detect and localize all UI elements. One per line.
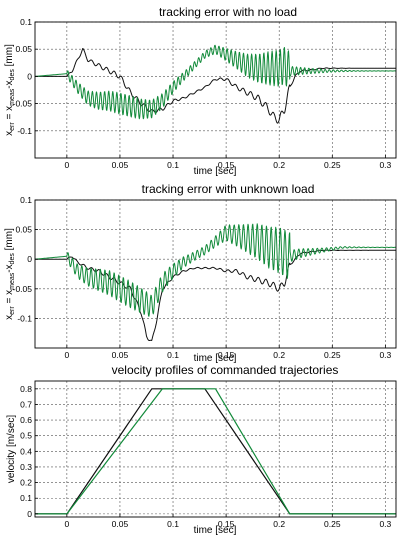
error-unknown-load-chart: tracking error with unknown load 0 0.05 0.… [4,182,397,364]
x-tick-label: 0.1 [167,350,179,360]
x-tick-label: 0.2 [273,519,285,529]
series-line-green [34,223,397,317]
x-tick-label: 0.25 [324,519,341,529]
y-tick-label: 0.1 [20,493,32,503]
series-line-green [35,388,396,515]
series-line-green [34,44,397,120]
y-tick-label: 0.05 [15,225,32,235]
error-no-load-chart: tracking error with no load 0 0.05 0.1 0.15… [4,5,397,177]
series-line-black [34,48,397,124]
plot-frame [34,199,397,349]
x-axis-label: time [sec] [194,525,237,536]
y-tick-label: 0.2 [20,478,32,488]
x-tick-label: 0.1 [167,519,179,529]
x-tick-label: 0.05 [112,519,129,529]
x-tick-label: 0 [64,519,69,529]
y-tick-label: 0 [27,254,32,264]
x-tick-label: 0.3 [379,350,391,360]
y-tick-label: 0.7 [20,399,32,409]
chart-title: velocity profiles of commanded trajector… [112,363,339,377]
y-tick-label: 0.1 [20,195,32,205]
x-tick-label: 0.25 [324,160,341,170]
y-tick-label: 0.8 [20,384,32,394]
x-axis-label: time [sec] [194,353,237,364]
y-tick-label: 0 [27,509,32,519]
y-tick-label: -0.1 [17,313,32,323]
y-tick-label: -0.1 [17,126,32,136]
chart-title: tracking error with no load [159,5,297,19]
y-tick-label: 0.05 [15,44,32,54]
x-tick-label: 0.3 [379,160,391,170]
plot-frame [34,21,397,159]
chart-title: tracking error with unknown load [142,182,315,196]
x-tick-label: 0 [64,350,69,360]
y-tick-label: 0 [27,71,32,81]
x-tick-label: 0.05 [112,160,129,170]
y-tick-label: 0.5 [20,431,32,441]
x-tick-label: 0.1 [167,160,179,170]
x-tick-label: 0.15 [218,350,235,360]
x-tick-label: 0.15 [218,160,235,170]
y-tick-label: 0.1 [20,17,32,27]
y-tick-label: 0.6 [20,415,32,425]
y-tick-label: 0.3 [20,462,32,472]
x-tick-label: 0.05 [112,350,129,360]
x-tick-label: 0.3 [379,519,391,529]
y-axis-label: xerr = xmeas-xdes [mm] [4,228,16,320]
x-tick-label: 0.25 [324,350,341,360]
x-tick-label: 0 [64,160,69,170]
y-tick-label: -0.05 [13,284,33,294]
velocity-profile-chart: velocity profiles of commanded trajector… [6,363,397,536]
y-axis-label: velocity [m/sec] [6,415,17,484]
y-tick-label: 0.4 [20,446,32,456]
x-tick-label: 0.2 [273,160,285,170]
x-tick-label: 0.2 [273,350,285,360]
x-tick-label: 0.15 [218,519,235,529]
plot-frame [34,380,397,518]
y-axis-label: xerr = xmeas-xdes [mm] [4,44,16,136]
y-tick-label: -0.05 [13,99,33,109]
x-axis-label: time [sec] [194,166,237,177]
series-line-black [34,249,397,341]
